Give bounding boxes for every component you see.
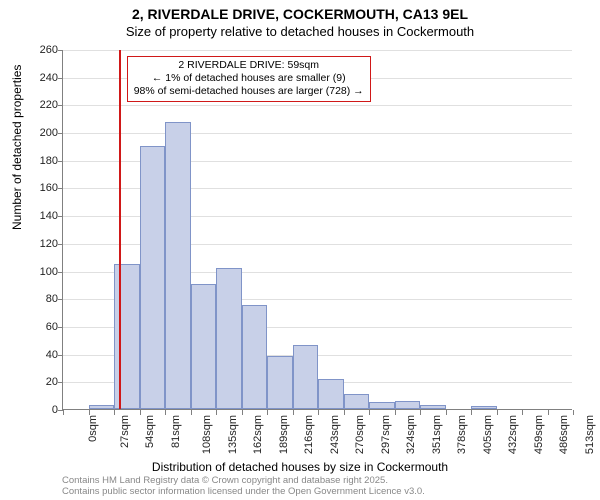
histogram-bar [420, 405, 446, 409]
histogram-bar [267, 356, 293, 409]
xtick-mark [497, 410, 498, 415]
xtick-mark [114, 410, 115, 415]
xtick-label: 351sqm [431, 415, 443, 454]
xtick-label: 243sqm [329, 415, 341, 454]
ytick-mark [58, 50, 63, 51]
xtick-mark [471, 410, 472, 415]
gridline [63, 50, 572, 51]
xtick-label: 27sqm [119, 415, 131, 448]
xtick-mark [216, 410, 217, 415]
histogram-bar [89, 405, 115, 409]
xtick-mark [420, 410, 421, 415]
xtick-label: 108sqm [201, 415, 213, 454]
plot-region: 0204060801001201401601802002202402600sqm… [62, 50, 572, 410]
histogram-bar [318, 379, 344, 409]
xtick-label: 81sqm [170, 415, 182, 448]
ytick-label: 0 [18, 404, 58, 416]
ytick-mark [58, 133, 63, 134]
xtick-mark [63, 410, 64, 415]
xtick-mark [522, 410, 523, 415]
xtick-mark [548, 410, 549, 415]
xtick-label: 324sqm [405, 415, 417, 454]
xtick-mark [293, 410, 294, 415]
chart-subtitle: Size of property relative to detached ho… [0, 24, 600, 40]
histogram-bar [242, 305, 268, 409]
ytick-mark [58, 105, 63, 106]
chart-area: 0204060801001201401601802002202402600sqm… [62, 50, 572, 410]
attribution-footer: Contains HM Land Registry data © Crown c… [62, 476, 425, 498]
xtick-label: 432sqm [507, 415, 519, 454]
histogram-bar [216, 268, 242, 409]
xtick-mark [369, 410, 370, 415]
histogram-bar [344, 394, 370, 409]
gridline [63, 105, 572, 106]
xtick-label: 459sqm [533, 415, 545, 454]
annotation-line: 98% of semi-detached houses are larger (… [134, 85, 364, 98]
ytick-label: 100 [18, 266, 58, 278]
histogram-bar [165, 122, 191, 409]
xtick-label: 0sqm [87, 415, 99, 442]
xtick-mark [191, 410, 192, 415]
xtick-label: 513sqm [584, 415, 596, 454]
ytick-mark [58, 382, 63, 383]
ytick-label: 60 [18, 321, 58, 333]
xtick-mark [165, 410, 166, 415]
xtick-mark [344, 410, 345, 415]
xtick-label: 189sqm [278, 415, 290, 454]
ytick-mark [58, 327, 63, 328]
xtick-mark [573, 410, 574, 415]
ytick-mark [58, 161, 63, 162]
histogram-bar [191, 284, 217, 409]
histogram-bar [293, 345, 319, 409]
xtick-label: 270sqm [354, 415, 366, 454]
xtick-label: 297sqm [380, 415, 392, 454]
xtick-mark [318, 410, 319, 415]
ytick-label: 80 [18, 293, 58, 305]
annotation-line: ← 1% of detached houses are smaller (9) [134, 72, 364, 85]
ytick-mark [58, 188, 63, 189]
ytick-label: 140 [18, 210, 58, 222]
ytick-label: 20 [18, 376, 58, 388]
ytick-label: 220 [18, 99, 58, 111]
xtick-label: 54sqm [144, 415, 156, 448]
xtick-mark [267, 410, 268, 415]
ytick-label: 260 [18, 44, 58, 56]
ytick-label: 240 [18, 72, 58, 84]
ytick-mark [58, 78, 63, 79]
histogram-bar [395, 401, 421, 409]
xtick-mark [140, 410, 141, 415]
ytick-mark [58, 355, 63, 356]
gridline [63, 133, 572, 134]
xtick-label: 486sqm [558, 415, 570, 454]
xtick-mark [89, 410, 90, 415]
ytick-label: 40 [18, 349, 58, 361]
xtick-label: 135sqm [227, 415, 239, 454]
xtick-mark [446, 410, 447, 415]
ytick-label: 200 [18, 127, 58, 139]
ytick-mark [58, 244, 63, 245]
x-axis-label: Distribution of detached houses by size … [0, 460, 600, 474]
y-axis-label: Number of detached properties [10, 65, 24, 230]
ytick-mark [58, 299, 63, 300]
xtick-label: 162sqm [252, 415, 264, 454]
xtick-label: 378sqm [456, 415, 468, 454]
ytick-label: 120 [18, 238, 58, 250]
xtick-label: 405sqm [482, 415, 494, 454]
ytick-label: 160 [18, 182, 58, 194]
footer-line: Contains public sector information licen… [62, 487, 425, 498]
xtick-mark [395, 410, 396, 415]
annotation-line: 2 RIVERDALE DRIVE: 59sqm [134, 59, 364, 72]
chart-title-block: 2, RIVERDALE DRIVE, COCKERMOUTH, CA13 9E… [0, 0, 600, 40]
ytick-mark [58, 272, 63, 273]
annotation-box: 2 RIVERDALE DRIVE: 59sqm← 1% of detached… [127, 56, 371, 102]
reference-line [119, 50, 121, 409]
xtick-label: 216sqm [303, 415, 315, 454]
histogram-bar [369, 402, 395, 409]
histogram-bar [140, 146, 166, 409]
xtick-mark [242, 410, 243, 415]
ytick-label: 180 [18, 155, 58, 167]
histogram-bar [471, 406, 497, 409]
chart-title: 2, RIVERDALE DRIVE, COCKERMOUTH, CA13 9E… [0, 6, 600, 24]
ytick-mark [58, 216, 63, 217]
